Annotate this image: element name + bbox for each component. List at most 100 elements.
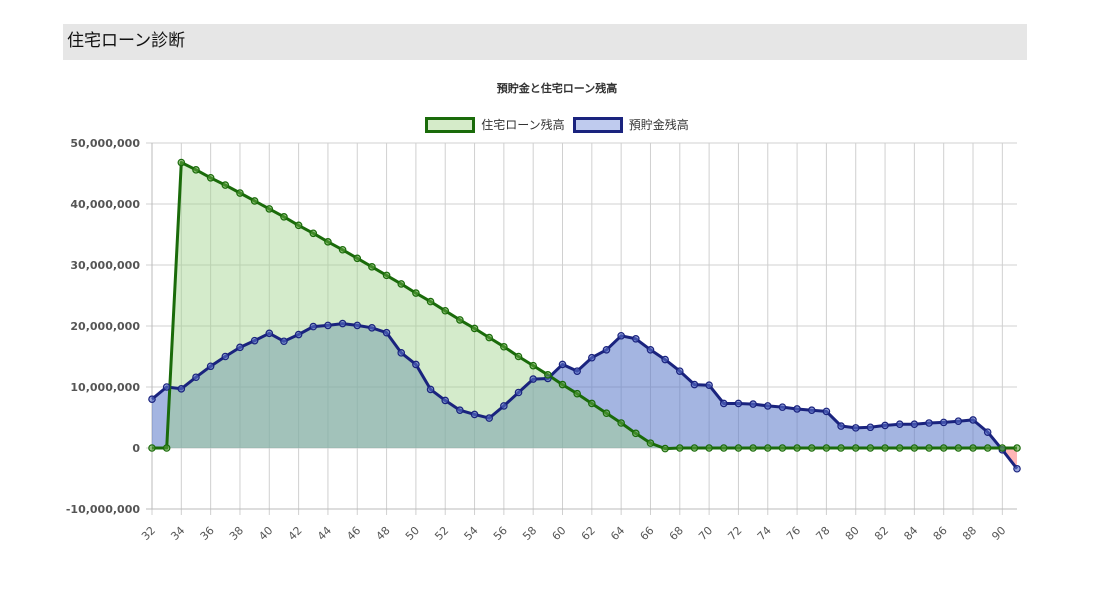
data-point[interactable] [368,324,376,332]
data-point[interactable] [338,245,347,254]
data-point[interactable] [558,380,567,389]
data-point[interactable] [749,444,757,452]
data-point[interactable] [969,416,977,424]
data-point[interactable] [617,419,625,427]
data-point[interactable] [807,444,816,452]
data-point[interactable] [763,444,772,452]
data-point[interactable] [441,396,450,405]
data-point[interactable] [280,213,288,221]
data-point[interactable] [881,444,889,452]
data-point[interactable] [851,444,860,452]
data-point[interactable] [954,417,963,425]
data-point[interactable] [983,428,992,436]
data-point[interactable] [382,328,391,337]
data-point[interactable] [734,399,743,408]
data-point[interactable] [294,221,303,230]
data-point[interactable] [558,360,567,369]
data-point[interactable] [529,361,537,370]
data-point[interactable] [837,422,845,430]
data-point[interactable] [250,197,259,205]
data-point[interactable] [939,444,948,452]
data-point[interactable] [162,383,171,391]
data-point[interactable] [690,380,699,389]
data-point[interactable] [793,405,801,413]
data-point[interactable] [470,324,479,333]
data-point[interactable] [148,395,156,404]
data-point[interactable] [602,409,611,418]
data-point[interactable] [177,385,186,393]
data-point[interactable] [265,329,274,338]
data-point[interactable] [632,335,640,343]
data-point[interactable] [866,423,875,432]
data-point[interactable] [705,444,713,452]
legend-item-loan[interactable]: 住宅ローン残高 [425,116,565,133]
data-point[interactable] [324,321,332,330]
legend-item-savings[interactable]: 預貯金残高 [572,116,689,133]
data-point[interactable] [236,189,244,197]
data-point[interactable] [705,381,713,389]
data-point[interactable] [294,330,303,339]
data-point[interactable] [910,420,919,429]
data-point[interactable] [939,418,948,427]
data-point[interactable] [412,360,420,369]
data-point[interactable] [514,388,523,397]
data-point[interactable] [822,407,831,416]
data-point[interactable] [851,424,860,432]
data-point[interactable] [749,400,757,408]
data-point[interactable] [954,444,963,452]
data-point[interactable] [500,342,508,351]
data-point[interactable] [221,352,230,361]
data-point[interactable] [177,158,186,167]
data-point[interactable] [514,352,523,361]
data-point[interactable] [148,444,156,452]
data-point[interactable] [573,389,581,398]
data-point[interactable] [588,353,596,362]
data-point[interactable] [500,402,508,410]
data-point[interactable] [822,444,831,452]
data-point[interactable] [544,370,552,379]
data-point[interactable] [602,345,611,354]
data-point[interactable] [719,444,728,452]
data-point[interactable] [719,399,728,408]
data-point[interactable] [998,444,1007,452]
data-point[interactable] [1013,444,1021,452]
data-point[interactable] [280,337,288,346]
data-point[interactable] [324,238,332,246]
data-point[interactable] [763,402,772,410]
data-point[interactable] [778,444,787,452]
data-point[interactable] [969,444,977,452]
data-point[interactable] [426,297,435,306]
data-point[interactable] [441,306,450,315]
data-point[interactable] [412,289,420,297]
data-point[interactable] [617,331,625,340]
data-point[interactable] [206,362,215,371]
data-point[interactable] [353,254,362,263]
data-point[interactable] [529,375,537,383]
data-point[interactable] [206,173,215,182]
data-point[interactable] [778,403,787,411]
data-point[interactable] [734,444,743,452]
data-point[interactable] [632,429,640,438]
data-point[interactable] [646,439,655,447]
data-point[interactable] [1013,464,1021,473]
data-point[interactable] [470,410,479,419]
data-point[interactable] [192,373,200,382]
data-point[interactable] [807,406,816,414]
data-point[interactable] [866,444,875,452]
data-point[interactable] [265,205,274,213]
data-point[interactable] [250,336,259,345]
data-point[interactable] [309,322,318,331]
data-point[interactable] [456,406,464,414]
data-point[interactable] [661,444,669,453]
data-point[interactable] [661,355,669,364]
data-point[interactable] [675,444,684,452]
data-point[interactable] [485,414,494,422]
data-point[interactable] [192,166,200,174]
data-point[interactable] [338,319,347,328]
data-point[interactable] [837,444,845,452]
data-point[interactable] [881,421,889,430]
data-point[interactable] [485,333,494,342]
data-point[interactable] [426,385,435,394]
data-point[interactable] [588,399,596,408]
data-point[interactable] [368,263,376,271]
